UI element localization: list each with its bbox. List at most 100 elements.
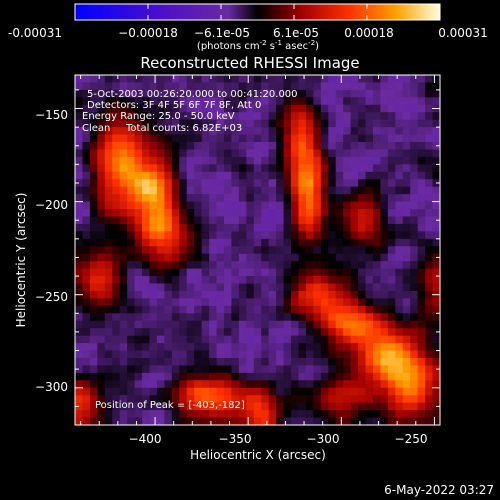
- heatmap-cell: [365, 357, 374, 367]
- heatmap-cell: [320, 104, 329, 113]
- heatmap-cell: [350, 75, 359, 84]
- heatmap-cell: [291, 261, 300, 270]
- heatmap-cell: [425, 276, 434, 285]
- heatmap-cell: [268, 127, 277, 136]
- heatmap-cell: [75, 410, 84, 419]
- heatmap-cell: [75, 127, 84, 136]
- heatmap-cell: [82, 343, 91, 352]
- heatmap-cell: [246, 357, 255, 367]
- heatmap-cell: [328, 164, 337, 173]
- heatmap-cell: [395, 97, 404, 106]
- heatmap-cell: [283, 305, 292, 314]
- heatmap-cell: [201, 380, 210, 389]
- heatmap-cell: [432, 112, 440, 121]
- heatmap-cell: [223, 290, 233, 300]
- heatmap-cell: [164, 179, 173, 188]
- heatmap-cell: [350, 276, 359, 285]
- annotation-energy-range: Energy Range: 25.0 - 50.0 keV: [82, 111, 235, 122]
- heatmap-cell: [253, 276, 262, 285]
- heatmap-cell: [179, 142, 188, 151]
- heatmap-cell: [358, 410, 367, 419]
- heatmap-cell: [320, 350, 329, 359]
- heatmap-cell: [134, 89, 143, 98]
- heatmap-cell: [156, 320, 165, 329]
- heatmap-cell: [104, 417, 113, 425]
- heatmap-cell: [261, 97, 270, 106]
- heatmap-cell: [268, 223, 277, 232]
- heatmap-cell: [164, 112, 173, 121]
- heatmap-cell: [179, 179, 188, 188]
- heatmap-cell: [186, 179, 195, 188]
- heatmap-cell: [119, 343, 128, 352]
- heatmap-cell: [89, 276, 98, 285]
- heatmap-cell: [223, 156, 233, 165]
- y-tick-label-150: −150: [35, 108, 68, 122]
- heatmap-cell: [231, 127, 240, 136]
- heatmap-cell: [134, 134, 143, 143]
- heatmap-cell: [410, 335, 419, 344]
- heatmap-cell: [365, 276, 374, 285]
- heatmap-cell: [75, 223, 84, 232]
- heatmap-cell: [142, 149, 151, 158]
- heatmap-cell: [320, 387, 329, 396]
- heatmap-cell: [365, 186, 374, 195]
- heatmap-cell: [112, 223, 121, 232]
- heatmap-cell: [246, 372, 255, 381]
- heatmap-cell: [350, 261, 359, 270]
- heatmap-cell: [372, 194, 382, 203]
- heatmap-cell: [276, 365, 285, 374]
- heatmap-cell: [261, 134, 270, 143]
- heatmap-cell: [89, 343, 98, 352]
- heatmap-cell: [417, 387, 426, 396]
- heatmap-cell: [134, 171, 143, 180]
- heatmap-cell: [104, 350, 113, 359]
- heatmap-cell: [253, 410, 262, 419]
- heatmap-cell: [261, 268, 270, 277]
- heatmap-cell: [112, 186, 121, 195]
- heatmap-cell: [119, 156, 128, 165]
- heatmap-cell: [104, 268, 113, 277]
- heatmap-cell: [410, 357, 419, 367]
- heatmap-cell: [179, 216, 188, 225]
- heatmap-cell: [365, 402, 374, 411]
- heatmap-cell: [97, 261, 106, 270]
- heatmap-cell: [261, 82, 270, 91]
- heatmap-cell: [402, 186, 411, 195]
- heatmap-cell: [417, 328, 426, 337]
- heatmap-cell: [365, 290, 374, 300]
- heatmap-cell: [432, 246, 440, 255]
- heatmap-cell: [75, 350, 84, 359]
- heatmap-cell: [112, 305, 121, 314]
- heatmap-cell: [298, 156, 307, 165]
- heatmap-cell: [97, 127, 106, 136]
- heatmap-cell: [89, 186, 98, 195]
- heatmap-cell: [119, 216, 128, 225]
- heatmap-cell: [194, 104, 203, 113]
- heatmap-cell: [313, 365, 322, 374]
- heatmap-cell: [164, 201, 173, 210]
- heatmap-cell: [276, 253, 285, 262]
- heatmap-cell: [142, 179, 151, 188]
- heatmap-cell: [350, 350, 359, 359]
- heatmap-cell: [142, 97, 151, 106]
- heatmap-cell: [82, 171, 91, 180]
- heatmap-cell: [75, 119, 84, 128]
- heatmap-cell: [402, 89, 411, 98]
- heatmap-cell: [164, 357, 173, 367]
- heatmap-cell: [276, 231, 285, 240]
- heatmap-cell: [82, 179, 91, 188]
- heatmap-cell: [97, 209, 106, 218]
- heatmap-cell: [171, 276, 180, 285]
- heatmap-cell: [395, 335, 404, 344]
- heatmap-cell: [298, 223, 307, 232]
- heatmap-cell: [328, 209, 337, 218]
- heatmap-cell: [387, 335, 396, 344]
- heatmap-cell: [209, 283, 218, 292]
- heatmap-cell: [223, 246, 233, 255]
- heatmap-cell: [156, 97, 165, 106]
- heatmap-cell: [261, 380, 270, 389]
- heatmap-cell: [201, 402, 210, 411]
- heatmap-cell: [291, 268, 300, 277]
- heatmap-cell: [365, 372, 374, 381]
- heatmap-cell: [320, 402, 329, 411]
